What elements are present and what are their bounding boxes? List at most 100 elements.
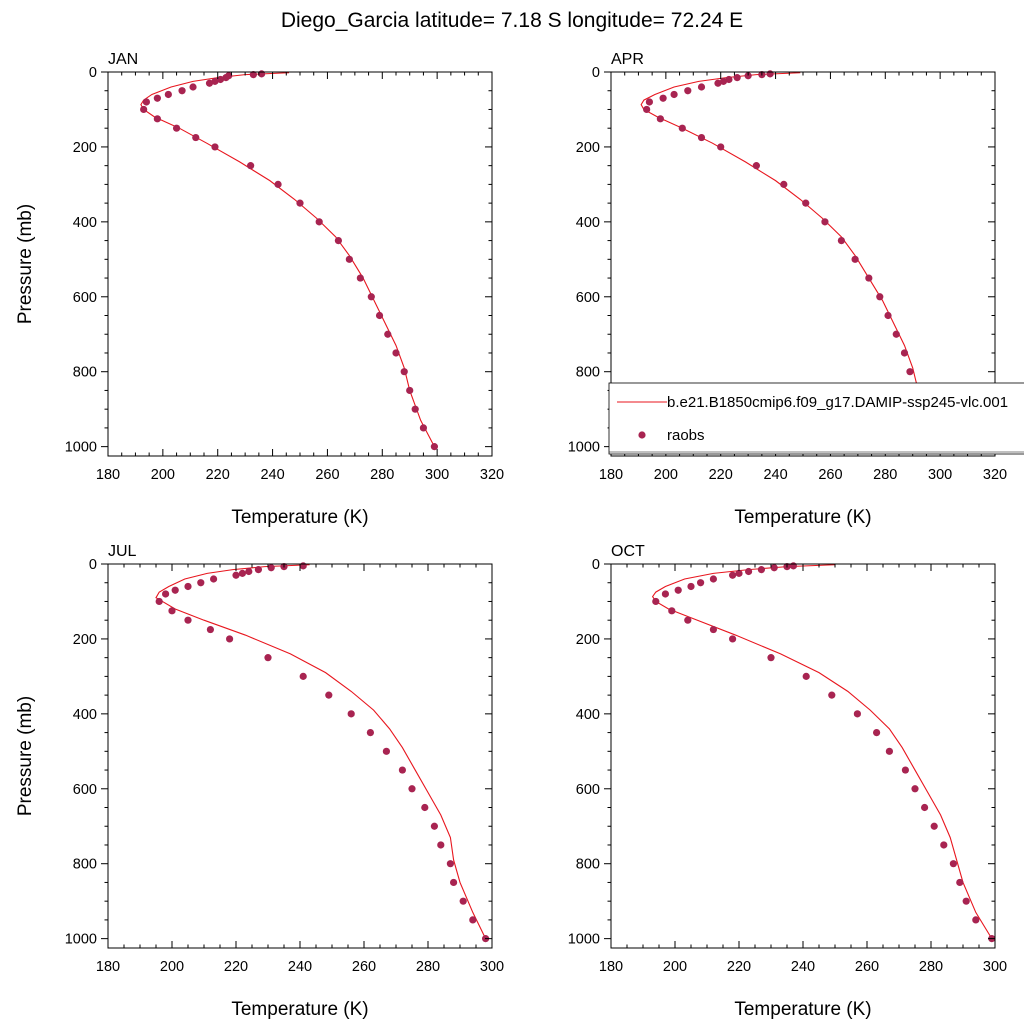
raobs-point	[678, 124, 686, 132]
plot-frame	[610, 563, 996, 949]
raobs-point	[299, 672, 307, 680]
raobs-point	[408, 785, 416, 793]
panel-title: APR	[611, 51, 644, 68]
y-tick-label: 0	[89, 557, 97, 573]
x-tick-label: 280	[873, 467, 897, 483]
raobs-point	[345, 255, 353, 263]
raobs-point	[184, 616, 192, 624]
raobs-point	[249, 71, 257, 79]
series-line-model	[140, 72, 435, 447]
raobs-point	[155, 597, 163, 606]
raobs-point	[837, 236, 846, 245]
raobs-point	[709, 625, 718, 634]
raobs-point	[153, 115, 161, 123]
raobs-point	[375, 311, 384, 320]
panel-jul: 180 200 220 240 260 280 300 0 200 400 600 800 1000 JU…	[15, 543, 504, 1020]
y-tick-label: 0	[592, 65, 600, 81]
raobs-point	[725, 75, 733, 84]
raobs-point	[733, 74, 741, 82]
raobs-point	[232, 571, 240, 579]
raobs-point	[892, 330, 900, 338]
raobs-point	[766, 70, 774, 78]
raobs-point	[697, 133, 706, 142]
panel-jan: 180 200 220 240 260 280 300 320 0 200 400 600 800 100…	[15, 51, 504, 528]
panel-oct: 180 200 220 240 260 280 300 0 200 400 600 800 1000 OC…	[568, 543, 1007, 1020]
x-tick-label: 240	[288, 959, 312, 975]
series-line-model	[155, 564, 487, 939]
raobs-point	[197, 579, 205, 587]
series-raobs	[140, 70, 438, 451]
legend: b.e21.B1850cmip6.f09_g17.DAMIP-ssp245-vl…	[608, 382, 1024, 455]
legend-label-model: b.e21.B1850cmip6.f09_g17.DAMIP-ssp245-vl…	[667, 394, 1008, 411]
raobs-point	[729, 571, 737, 579]
x-axis-label: Temperature (K)	[734, 999, 871, 1020]
raobs-point	[384, 330, 392, 338]
x-tick-label: 180	[599, 467, 623, 483]
plot-frame	[107, 71, 493, 457]
y-tick-label: 800	[73, 857, 97, 873]
y-tick-label: 200	[576, 140, 600, 156]
x-tick-label: 220	[727, 959, 751, 975]
raobs-point	[168, 607, 176, 615]
y-tick-label: 0	[89, 65, 97, 81]
raobs-point	[222, 74, 230, 82]
raobs-point	[802, 199, 810, 207]
x-tick-label: 180	[96, 467, 120, 483]
raobs-point	[656, 115, 664, 123]
x-tick-label: 300	[928, 467, 952, 483]
x-tick-label: 220	[206, 467, 230, 483]
plot-frame	[107, 563, 493, 949]
raobs-point	[192, 133, 200, 142]
y-tick-label: 600	[576, 782, 600, 798]
raobs-point	[205, 79, 214, 87]
raobs-point	[851, 255, 859, 263]
x-tick-label: 240	[791, 959, 815, 975]
raobs-point	[398, 766, 406, 774]
legend-marker-swatch	[638, 431, 646, 439]
raobs-point	[238, 569, 246, 577]
raobs-point	[752, 162, 760, 170]
x-tick-label: 240	[763, 467, 787, 483]
raobs-point	[780, 180, 788, 188]
raobs-point	[930, 822, 938, 830]
y-tick-label: 400	[576, 707, 600, 723]
x-tick-label: 200	[160, 959, 184, 975]
x-tick-label: 320	[983, 467, 1007, 483]
raobs-point	[406, 386, 414, 395]
raobs-point	[884, 311, 892, 320]
raobs-point	[450, 878, 458, 887]
raobs-point	[670, 90, 678, 99]
x-tick-label: 260	[818, 467, 842, 483]
y-tick-label: 1000	[568, 440, 600, 456]
x-tick-label: 300	[480, 959, 504, 975]
panels: 180 200 220 240 260 280 300 320 0 200 400 600 800 100…	[15, 51, 1007, 1020]
raobs-point	[684, 87, 692, 95]
raobs-point	[717, 143, 725, 151]
raobs-point	[206, 625, 214, 634]
y-tick-label: 1000	[568, 932, 600, 948]
y-tick-label: 0	[592, 557, 600, 573]
raobs-point	[211, 143, 219, 151]
x-tick-label: 240	[260, 467, 284, 483]
raobs-point	[430, 443, 438, 451]
x-tick-label: 180	[96, 959, 120, 975]
raobs-point	[885, 747, 894, 755]
raobs-point	[162, 590, 170, 598]
series-raobs	[652, 562, 996, 943]
series-line-model	[651, 564, 993, 939]
raobs-point	[802, 672, 810, 680]
raobs-point	[853, 710, 862, 718]
raobs-point	[347, 710, 355, 718]
legend-label-raobs: raobs	[667, 427, 705, 444]
raobs-point	[719, 77, 728, 85]
raobs-point	[247, 162, 255, 170]
raobs-point	[972, 916, 980, 924]
raobs-point	[745, 567, 753, 576]
raobs-point	[729, 635, 737, 643]
raobs-point	[911, 785, 919, 793]
x-tick-label: 260	[855, 959, 879, 975]
raobs-point	[714, 79, 722, 87]
raobs-point	[172, 124, 181, 132]
raobs-point	[697, 579, 705, 587]
